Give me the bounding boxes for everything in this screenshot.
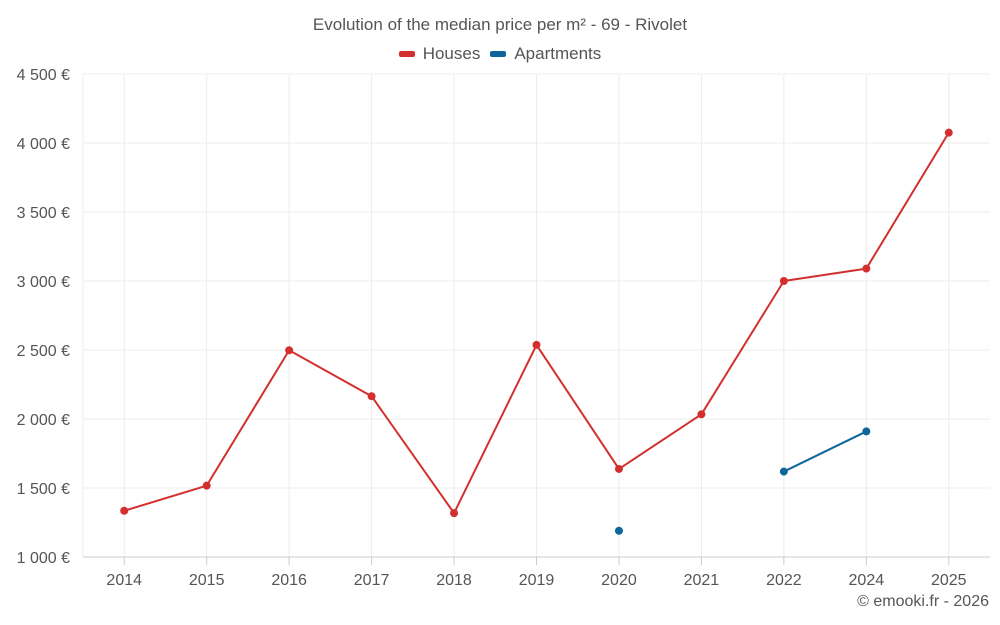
y-tick-label: 1 000 € — [17, 550, 70, 567]
data-point-houses — [614, 464, 623, 473]
legend-item-apartments[interactable]: Apartments — [490, 44, 601, 64]
y-tick-label: 4 500 € — [17, 67, 70, 84]
data-point-houses — [367, 392, 376, 401]
x-tick-label: 2017 — [354, 572, 390, 589]
x-tick-label: 2019 — [519, 572, 555, 589]
x-tick-label: 2024 — [849, 572, 885, 589]
data-point-houses — [450, 509, 459, 518]
data-point-houses — [862, 264, 871, 273]
data-point-houses — [532, 340, 541, 349]
legend-swatch-apartments — [490, 51, 507, 57]
x-tick-label: 2025 — [931, 572, 967, 589]
data-point-apartments — [862, 427, 871, 436]
y-tick-label: 4 000 € — [17, 136, 70, 153]
x-tick-label: 2018 — [436, 572, 472, 589]
data-point-houses — [120, 506, 129, 515]
x-tick-label: 2021 — [684, 572, 720, 589]
y-tick-label: 3 500 € — [17, 205, 70, 222]
credit-text: © emooki.fr - 2026 — [857, 593, 989, 610]
chart-title: Evolution of the median price per m² - 6… — [312, 15, 688, 34]
legend-swatch-houses — [398, 51, 415, 57]
x-tick-label: 2020 — [601, 572, 637, 589]
data-point-houses — [285, 346, 294, 355]
data-point-houses — [944, 128, 953, 137]
data-point-apartments — [614, 526, 623, 535]
legend-label-houses: Houses — [422, 44, 481, 63]
y-tick-label: 2 500 € — [17, 343, 70, 360]
x-tick-label: 2015 — [189, 572, 225, 589]
data-point-apartments — [779, 467, 788, 476]
y-tick-label: 2 000 € — [17, 412, 70, 429]
x-tick-label: 2014 — [106, 572, 142, 589]
data-point-houses — [779, 277, 788, 285]
y-tick-label: 3 000 € — [17, 274, 70, 291]
x-tick-label: 2016 — [271, 572, 307, 589]
data-point-houses — [202, 481, 211, 490]
series-line-apartments — [782, 430, 868, 473]
data-point-houses — [697, 410, 706, 419]
x-tick-label: 2022 — [766, 572, 802, 589]
legend-item-houses[interactable]: Houses — [398, 44, 481, 64]
y-tick-label: 1 500 € — [17, 481, 70, 498]
legend-label-apartments: Apartments — [514, 44, 602, 63]
legend: Houses Apartments — [0, 44, 1000, 64]
